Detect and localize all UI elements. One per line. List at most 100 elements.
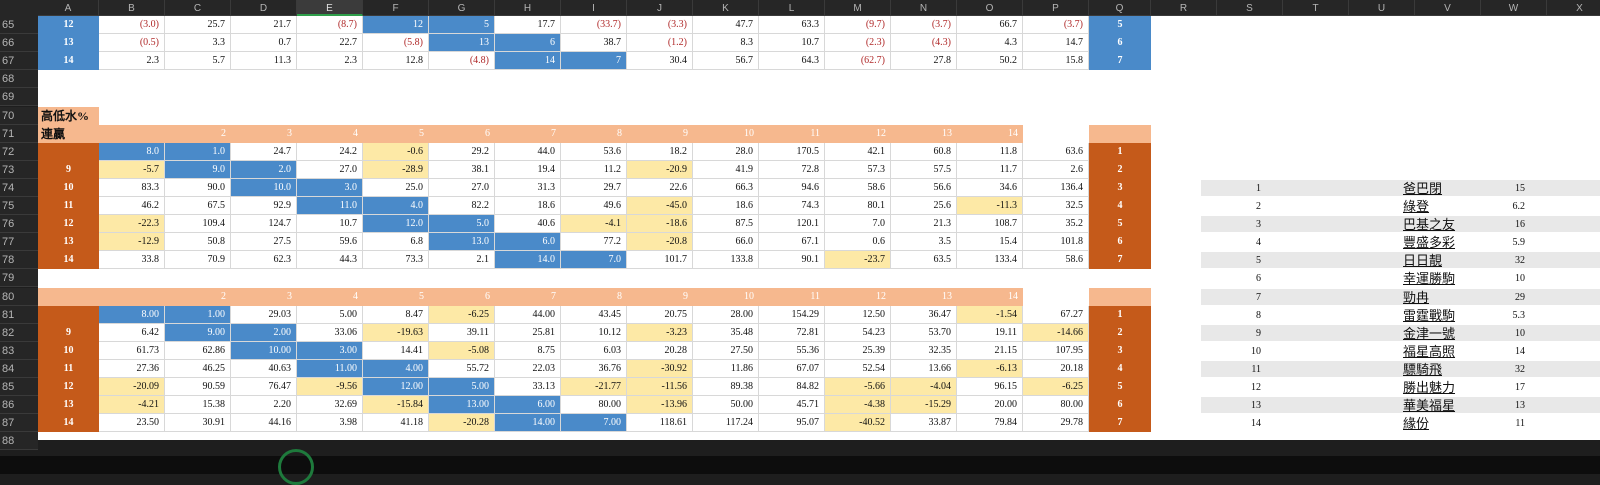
header-cell[interactable]: 3 — [231, 124, 297, 143]
column-header-o[interactable]: O — [957, 0, 1023, 16]
data-cell[interactable]: 170.5 — [759, 142, 825, 161]
data-cell[interactable]: 46.25 — [165, 359, 231, 378]
data-cell[interactable]: -5.66 — [825, 378, 891, 397]
data-cell[interactable]: 1.0 — [165, 142, 231, 161]
data-cell[interactable]: -5.08 — [429, 341, 495, 360]
data-cell[interactable]: -0.6 — [363, 142, 429, 161]
key-cell[interactable]: 2 — [1089, 323, 1151, 342]
column-header-r[interactable]: R — [1151, 0, 1217, 16]
data-cell[interactable]: 27.36 — [99, 359, 165, 378]
empty-cell[interactable] — [1267, 288, 1333, 305]
data-cell[interactable]: 17.7 — [495, 16, 561, 35]
empty-cell[interactable] — [1531, 179, 1600, 196]
data-cell[interactable]: 32.5 — [1023, 197, 1089, 216]
data-cell[interactable]: 7 — [561, 52, 627, 71]
data-cell[interactable]: -15.84 — [363, 396, 429, 415]
header-cell[interactable]: 12 — [825, 287, 891, 306]
horse-number[interactable]: 6 — [1201, 270, 1267, 287]
data-cell[interactable]: 23.50 — [99, 414, 165, 433]
row-header-81[interactable]: 81 — [0, 305, 38, 324]
data-cell[interactable]: 77.2 — [561, 233, 627, 252]
horse-number[interactable]: 12 — [1201, 379, 1267, 396]
data-cell[interactable]: 13 — [429, 34, 495, 53]
data-cell[interactable]: 11.3 — [231, 52, 297, 71]
data-cell[interactable]: 29.7 — [561, 178, 627, 197]
data-cell[interactable]: 2.0 — [231, 160, 297, 179]
horse-number[interactable]: 4 — [1201, 234, 1267, 251]
data-cell[interactable]: 67.27 — [1023, 305, 1089, 324]
horse-name-link[interactable]: 豐盛多彩 — [1399, 234, 1465, 251]
horse-number[interactable]: 8 — [1201, 306, 1267, 323]
empty-cell[interactable] — [1333, 234, 1399, 251]
data-cell[interactable]: (3.3) — [627, 16, 693, 35]
data-cell[interactable]: 14.41 — [363, 341, 429, 360]
empty-cell[interactable] — [1465, 252, 1485, 269]
header-cell[interactable]: 9 — [627, 287, 693, 306]
data-cell[interactable]: -9.56 — [297, 378, 363, 397]
data-cell[interactable]: (3.7) — [1023, 16, 1089, 35]
data-cell[interactable]: 3.98 — [297, 414, 363, 433]
data-cell[interactable]: 6.42 — [99, 323, 165, 342]
header-cell[interactable]: 14 — [957, 124, 1023, 143]
empty-cell[interactable] — [1531, 234, 1600, 251]
empty-cell[interactable] — [1267, 379, 1333, 396]
data-cell[interactable]: 40.6 — [495, 215, 561, 234]
data-cell[interactable]: -15.29 — [891, 396, 957, 415]
data-cell[interactable]: 50.8 — [165, 233, 231, 252]
column-header-w[interactable]: W — [1481, 0, 1547, 16]
empty-cell[interactable] — [1333, 397, 1399, 414]
data-cell[interactable]: 11.2 — [561, 160, 627, 179]
data-cell[interactable]: 14.0 — [495, 251, 561, 270]
horse-number[interactable]: 7 — [1201, 288, 1267, 305]
horse-number[interactable]: 3 — [1201, 216, 1267, 233]
spreadsheet-grid[interactable]: A B C D E F G H I J K L M N O P Q R S T U V W X 65 66 67 68 69 70 71 72… — [0, 0, 1600, 474]
data-cell[interactable]: 3.3 — [165, 34, 231, 53]
data-cell[interactable]: 90.1 — [759, 251, 825, 270]
data-cell[interactable]: 15.4 — [957, 233, 1023, 252]
data-cell[interactable]: 60.8 — [891, 142, 957, 161]
key-cell[interactable]: 12 — [38, 215, 99, 234]
data-cell[interactable]: 5.00 — [429, 378, 495, 397]
key-cell[interactable]: 9 — [38, 323, 99, 342]
data-cell[interactable]: (0.5) — [99, 34, 165, 53]
data-cell[interactable]: -20.9 — [627, 160, 693, 179]
data-cell[interactable]: (3.0) — [99, 16, 165, 35]
key-cell[interactable]: 13 — [38, 34, 99, 53]
empty-cell[interactable] — [1267, 342, 1333, 359]
data-cell[interactable]: 87.5 — [693, 215, 759, 234]
data-cell[interactable]: 5.7 — [165, 52, 231, 71]
empty-cell[interactable] — [1267, 198, 1333, 215]
header-cell[interactable] — [1089, 124, 1151, 143]
empty-cell[interactable] — [1333, 324, 1399, 341]
data-cell[interactable]: -6.13 — [957, 359, 1023, 378]
data-cell[interactable]: 6.8 — [363, 233, 429, 252]
horse-odds[interactable]: 11 — [1485, 415, 1531, 432]
data-cell[interactable]: 11.86 — [693, 359, 759, 378]
header-cell[interactable]: 8 — [561, 287, 627, 306]
horse-number[interactable]: 1 — [1201, 179, 1267, 196]
data-cell[interactable]: 52.54 — [825, 359, 891, 378]
row-header-69[interactable]: 69 — [0, 88, 38, 107]
data-cell[interactable]: 44.0 — [495, 142, 561, 161]
data-cell[interactable]: -30.92 — [627, 359, 693, 378]
data-cell[interactable]: 67.1 — [759, 233, 825, 252]
column-header-t[interactable]: T — [1283, 0, 1349, 16]
data-cell[interactable]: 0.6 — [825, 233, 891, 252]
data-cell[interactable]: 20.00 — [957, 396, 1023, 415]
key-cell[interactable]: 10 — [38, 178, 99, 197]
data-cell[interactable]: (4.3) — [891, 34, 957, 53]
horse-odds[interactable]: 14 — [1485, 342, 1531, 359]
data-cell[interactable]: 90.0 — [165, 178, 231, 197]
data-cell[interactable]: -4.1 — [561, 215, 627, 234]
key-cell[interactable]: 1 — [1089, 305, 1151, 324]
data-cell[interactable]: 21.7 — [231, 16, 297, 35]
data-cell[interactable]: 72.8 — [759, 160, 825, 179]
empty-cell[interactable] — [1465, 379, 1485, 396]
data-cell[interactable]: 13.0 — [429, 233, 495, 252]
key-cell[interactable]: 4 — [1089, 197, 1151, 216]
data-cell[interactable]: 54.23 — [825, 323, 891, 342]
data-cell[interactable]: 14 — [495, 52, 561, 71]
horse-name-link[interactable]: 日日靚 — [1399, 252, 1465, 269]
data-cell[interactable]: 4.0 — [363, 197, 429, 216]
data-cell[interactable]: -22.3 — [99, 215, 165, 234]
